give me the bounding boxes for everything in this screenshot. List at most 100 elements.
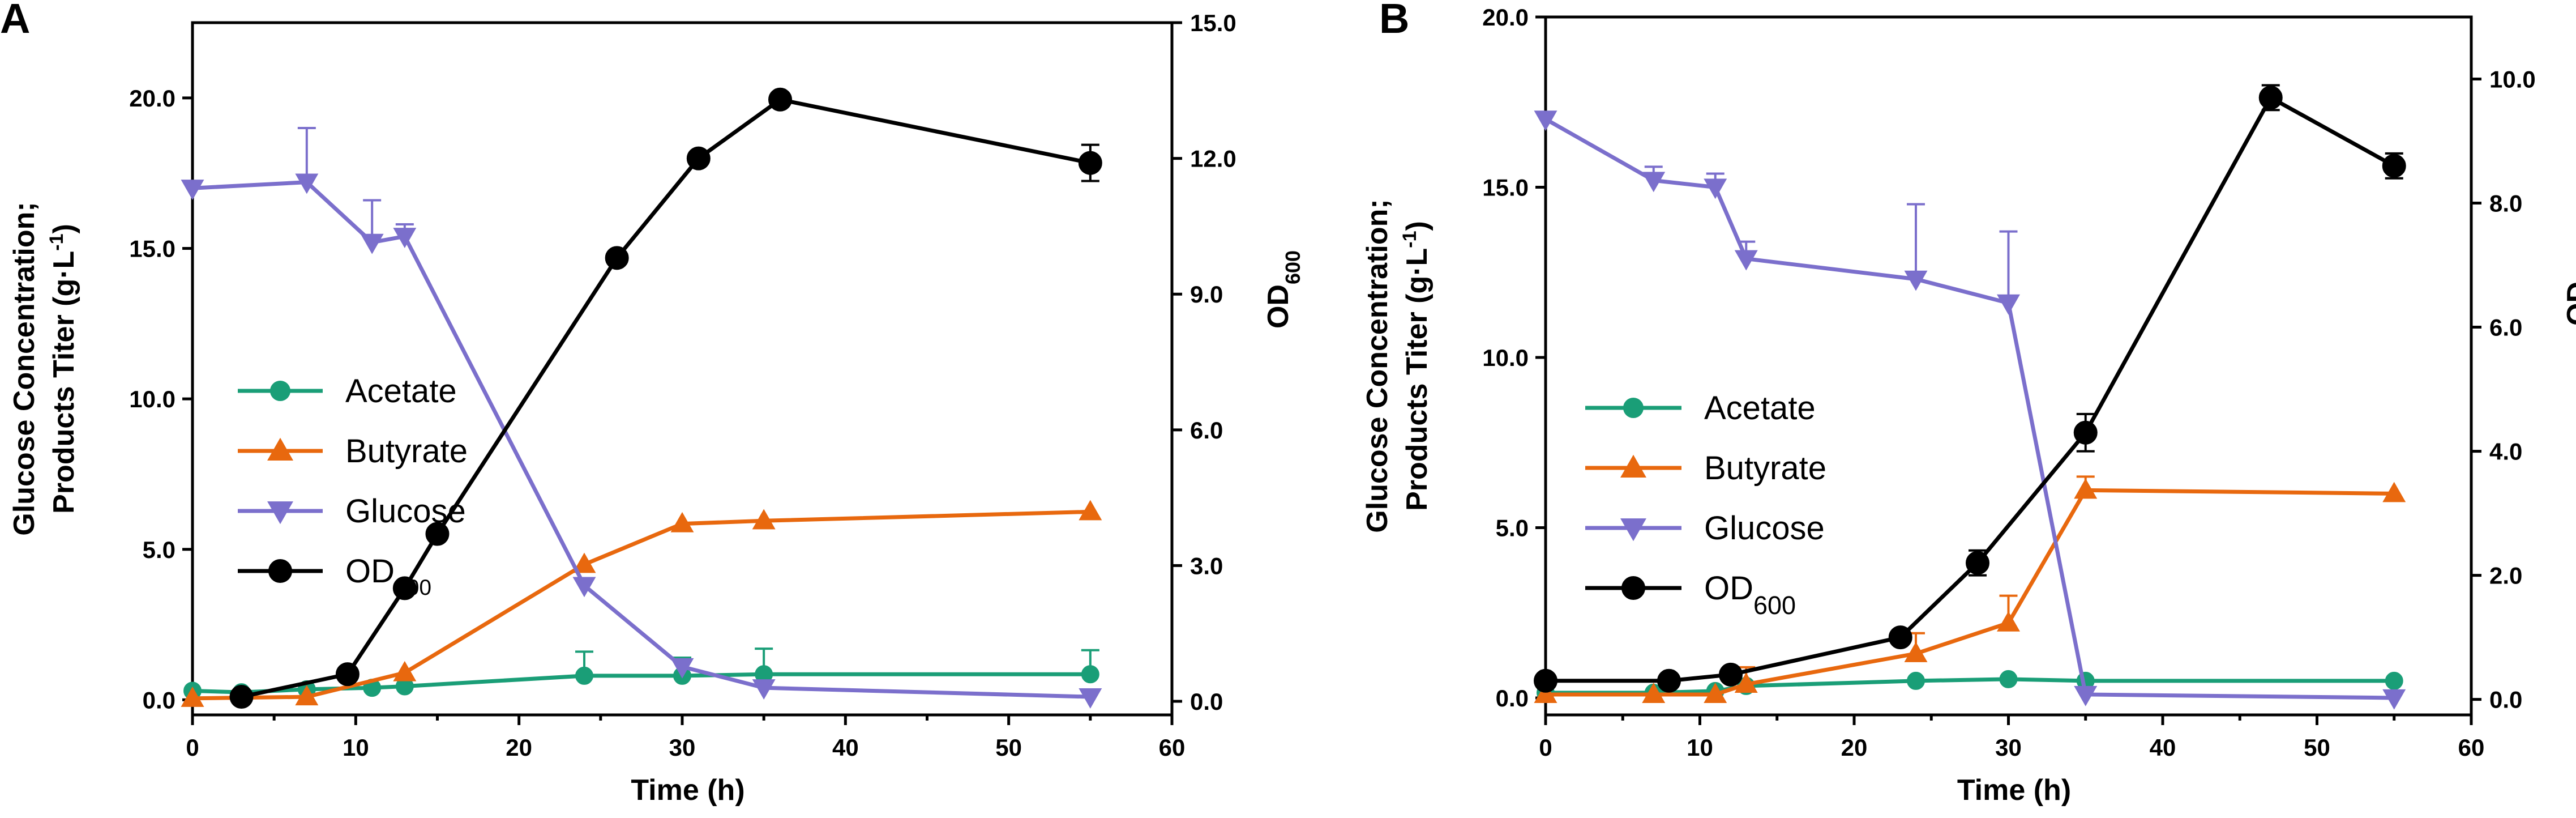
legend-item-acetate: Acetate (238, 373, 457, 410)
legend-item-od: OD600 (1585, 570, 1796, 620)
legend-label: Butyrate (345, 433, 468, 470)
data-point (360, 233, 384, 254)
data-point (1657, 668, 1681, 693)
data-point (752, 509, 776, 530)
data-point (1534, 668, 1557, 693)
data-point (425, 522, 450, 546)
legend-label-sub: 600 (395, 576, 431, 600)
y-right-title-main: OD (2561, 282, 2576, 326)
data-point (1719, 662, 1743, 687)
data-point (1079, 688, 1102, 709)
y-left-tick-label: 5.0 (143, 536, 176, 563)
x-tick-label: 40 (832, 734, 859, 761)
legend-marker (1621, 576, 1645, 600)
legend-marker (268, 559, 292, 583)
panel-a: A 0 10 20 30 40 50 600.05.010.015.020.00.03.06… (0, 0, 1304, 807)
x-tick-label: 60 (1159, 734, 1186, 761)
legend-label-main: OD (345, 553, 395, 590)
y-left-title-line1: Glucose Concentration; (8, 202, 41, 535)
data-point (1997, 294, 2020, 315)
data-point (1904, 642, 1928, 662)
data-point (1642, 172, 1666, 193)
x-tick-label: 60 (2458, 734, 2485, 761)
y-left-tick-label: 15.0 (129, 235, 176, 262)
y-right-tick-label: 12.0 (1190, 146, 1236, 172)
y-left-title-close: ) (1401, 221, 1434, 231)
data-point (1966, 551, 1989, 575)
series-butyrate (1534, 475, 2406, 704)
x-axis-title: Time (h) (631, 774, 744, 807)
series-line (1546, 488, 2394, 697)
plot-frame (191, 21, 1174, 717)
y-left-tick-label: 0.0 (143, 687, 176, 713)
data-point (229, 685, 254, 709)
y-right-title: OD600 (2561, 248, 2576, 326)
legend-label: Acetate (1704, 390, 1816, 427)
data-point (572, 577, 596, 598)
y-left-title-exp: -1 (46, 233, 67, 250)
data-point (686, 146, 711, 171)
data-point (572, 552, 596, 573)
legend-marker (267, 501, 293, 525)
legend-label: OD600 (1704, 570, 1796, 620)
y-left-title-line2: Products Titer (g·L-1) (1399, 221, 1434, 511)
data-point (295, 685, 319, 706)
data-point (2073, 420, 2098, 445)
y-right-tick-label: 15.0 (1190, 10, 1236, 36)
panel-b: B 0 10 20 30 40 50 600.05.010.015.020.00.02.04… (1361, 0, 2576, 807)
x-tick-label: 20 (506, 734, 532, 761)
y-right-tick-label: 6.0 (1190, 417, 1223, 444)
legend-item-butyrate: Butyrate (238, 433, 468, 470)
series-line (1546, 677, 2394, 695)
y-left-tick-label: 5.0 (1496, 514, 1529, 541)
data-point (1999, 670, 2018, 688)
y-right-tick-label: 9.0 (1190, 281, 1223, 308)
data-point (2258, 86, 2283, 110)
y-right-title-sub: 600 (1281, 250, 1304, 284)
data-point (393, 661, 417, 681)
series-butyrate (181, 500, 1102, 707)
y-right-title-main: OD (1262, 284, 1295, 329)
x-tick-label: 0 (1539, 734, 1552, 761)
legend-marker (1620, 454, 1646, 478)
data-point (181, 180, 204, 200)
data-point (392, 576, 417, 600)
legend-label-main: Butyrate (345, 433, 468, 470)
legend-item-glucose: Glucose (238, 493, 466, 530)
legend-label-main: Glucose (345, 493, 466, 530)
data-point (670, 658, 694, 679)
legend-label-main: OD (1704, 570, 1753, 607)
data-point (2074, 478, 2098, 499)
y-left-title-exp: -1 (1399, 231, 1420, 248)
data-point (575, 666, 593, 685)
legend-marker (270, 381, 290, 401)
data-point (335, 662, 360, 687)
data-point (295, 173, 319, 194)
data-point (1079, 500, 1102, 521)
panel-a-label: A (0, 0, 30, 42)
series-od (229, 87, 1102, 709)
data-point (1907, 671, 1925, 690)
y-left-title-unit: Products Titer (g·L (1401, 248, 1434, 511)
x-axis-title: Time (h) (1957, 774, 2071, 807)
data-point (393, 228, 417, 248)
y-right-tick-label: 2.0 (2489, 563, 2522, 589)
data-point (1534, 683, 1557, 704)
data-point (2382, 689, 2406, 710)
x-tick-label: 10 (343, 734, 369, 761)
data-point (1704, 178, 1727, 199)
x-tick-label: 30 (669, 734, 696, 761)
y-right-tick-label: 0.0 (1190, 688, 1223, 715)
series-od (1534, 84, 2406, 693)
legend: Acetate Butyrate Glucose OD600 (238, 373, 468, 600)
series-line (192, 180, 1090, 699)
data-point (1081, 665, 1099, 684)
legend-marker (267, 437, 293, 461)
data-point (181, 687, 204, 707)
legend-label: Acetate (345, 373, 457, 410)
y-left-title-line2: Products Titer (g·L-1) (46, 224, 80, 514)
y-left-tick-label: 20.0 (1482, 4, 1529, 31)
data-point (1704, 683, 1727, 704)
series-line (1546, 95, 2395, 683)
